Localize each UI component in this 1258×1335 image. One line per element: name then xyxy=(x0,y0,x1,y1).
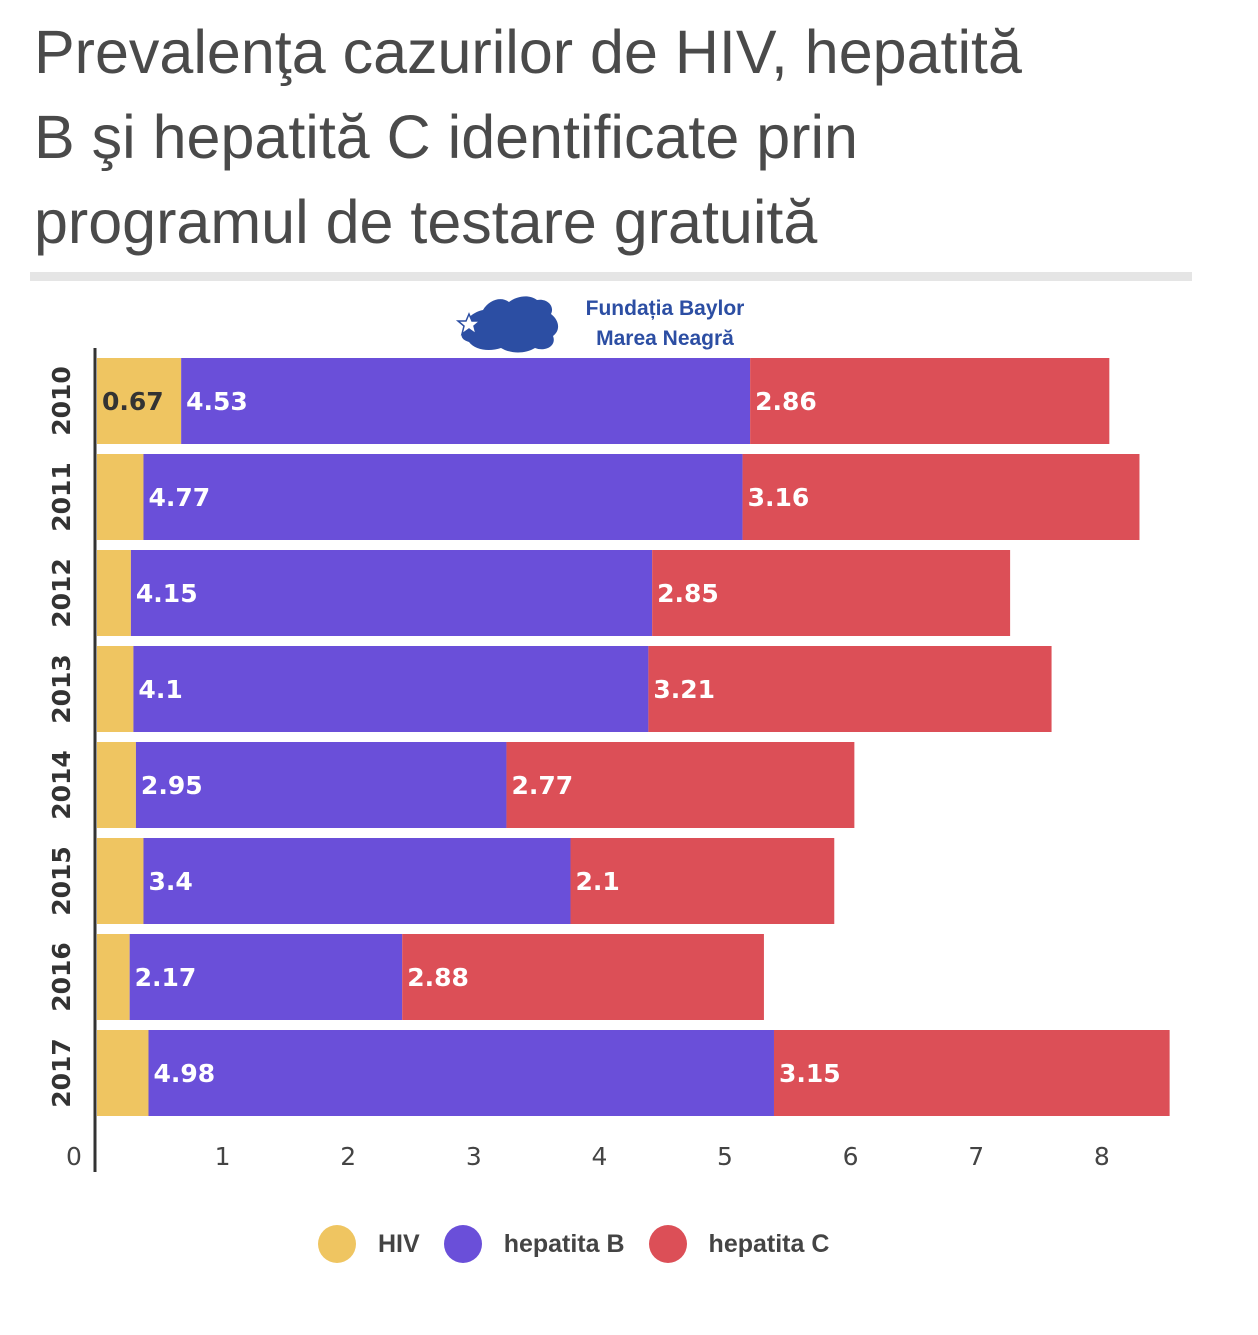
y-tick-label-2017: 2017 xyxy=(47,1038,76,1108)
legend-label-hiv: HIV xyxy=(378,1229,420,1258)
data-label-hepatita-b-2010: 4.53 xyxy=(186,387,248,416)
bar-hiv-2017 xyxy=(97,1030,149,1116)
data-label-hepatita-b-2011: 4.77 xyxy=(148,483,210,512)
data-label-hepatita-c-2012: 2.85 xyxy=(657,579,719,608)
bar-hepatita-c-2014 xyxy=(506,742,855,828)
x-tick-label-0: 0 xyxy=(66,1142,82,1171)
bar-hiv-2013 xyxy=(97,646,134,732)
bar-hepatita-b-2016 xyxy=(129,934,403,1020)
bar-hepatita-b-2015 xyxy=(143,838,571,924)
bar-hepatita-b-2017 xyxy=(148,1030,774,1116)
data-label-hepatita-c-2017: 3.15 xyxy=(779,1059,841,1088)
data-label-hepatita-c-2011: 3.16 xyxy=(748,483,810,512)
bar-hiv-2010 xyxy=(97,358,182,444)
legend-item-hiv: HIV xyxy=(318,1225,420,1263)
bar-hiv-2014 xyxy=(97,742,136,828)
x-tick-label-5: 5 xyxy=(717,1142,733,1171)
data-label-hepatita-b-2017: 4.98 xyxy=(153,1059,215,1088)
legend-label-hepatita-b: hepatita B xyxy=(503,1229,625,1258)
data-label-hepatita-b-2013: 4.1 xyxy=(138,675,182,704)
bar-hiv-2016 xyxy=(97,934,130,1020)
data-label-hepatita-b-2012: 4.15 xyxy=(136,579,198,608)
bar-hepatita-b-2012 xyxy=(130,550,653,636)
x-tick-label-8: 8 xyxy=(1094,1142,1110,1171)
data-label-hepatita-c-2015: 2.1 xyxy=(576,867,620,896)
x-tick-label-2: 2 xyxy=(340,1142,356,1171)
data-label-hepatita-b-2016: 2.17 xyxy=(135,963,197,992)
logo-line-1: Fundația Baylor xyxy=(585,297,745,320)
bar-hepatita-b-2011 xyxy=(143,454,743,540)
bar-hepatita-c-2010 xyxy=(750,358,1110,444)
bar-hepatita-c-2013 xyxy=(648,646,1052,732)
bar-hiv-2012 xyxy=(97,550,131,636)
logo-line-2: Marea Neagră xyxy=(596,327,734,350)
y-tick-label-2012: 2012 xyxy=(47,558,76,628)
data-label-hepatita-c-2010: 2.86 xyxy=(755,387,817,416)
logo: Fundația Baylor Marea Neagră xyxy=(455,290,775,358)
x-tick-label-3: 3 xyxy=(466,1142,482,1171)
bar-hepatita-c-2011 xyxy=(742,454,1140,540)
chart-title: Prevalenţa cazurilor de HIV, hepatită B … xyxy=(34,18,1022,256)
y-tick-label-2016: 2016 xyxy=(47,942,76,1012)
bar-hepatita-c-2017 xyxy=(773,1030,1170,1116)
data-label-hepatita-c-2016: 2.88 xyxy=(407,963,469,992)
x-tick-label-6: 6 xyxy=(843,1142,859,1171)
bar-hepatita-c-2012 xyxy=(652,550,1011,636)
legend-swatch-hepatita-b xyxy=(443,1225,482,1263)
legend: HIV hepatita B hepatita C xyxy=(318,1225,853,1263)
y-tick-label-2015: 2015 xyxy=(47,846,76,916)
bar-hepatita-c-2015 xyxy=(570,838,835,924)
y-tick-label-2013: 2013 xyxy=(47,654,76,724)
legend-item-hepatita-b: hepatita B xyxy=(443,1225,625,1263)
bar-hepatita-b-2010 xyxy=(181,358,751,444)
title-divider xyxy=(30,272,1192,281)
data-label-hepatita-c-2014: 2.77 xyxy=(511,771,573,800)
x-tick-label-7: 7 xyxy=(968,1142,984,1171)
data-label-hepatita-b-2015: 3.4 xyxy=(148,867,192,896)
data-label-hepatita-b-2014: 2.95 xyxy=(141,771,203,800)
x-tick-label-4: 4 xyxy=(591,1142,607,1171)
bar-hepatita-b-2014 xyxy=(135,742,507,828)
bar-hepatita-c-2016 xyxy=(402,934,764,1020)
x-tick-label-1: 1 xyxy=(215,1142,231,1171)
legend-swatch-hiv xyxy=(318,1225,356,1263)
legend-swatch-hepatita-c xyxy=(648,1225,687,1263)
black-sea-map-icon xyxy=(455,296,559,353)
y-tick-label-2014: 2014 xyxy=(47,750,76,820)
data-label-hepatita-c-2013: 3.21 xyxy=(653,675,715,704)
bar-hiv-2015 xyxy=(97,838,144,924)
data-label-hiv-2010: 0.67 xyxy=(102,387,164,416)
legend-label-hepatita-c: hepatita C xyxy=(708,1229,830,1258)
bar-hepatita-b-2013 xyxy=(133,646,649,732)
legend-item-hepatita-c: hepatita C xyxy=(648,1225,830,1263)
y-tick-label-2011: 2011 xyxy=(47,462,76,532)
y-tick-label-2010: 2010 xyxy=(47,366,76,436)
bar-hiv-2011 xyxy=(97,454,144,540)
